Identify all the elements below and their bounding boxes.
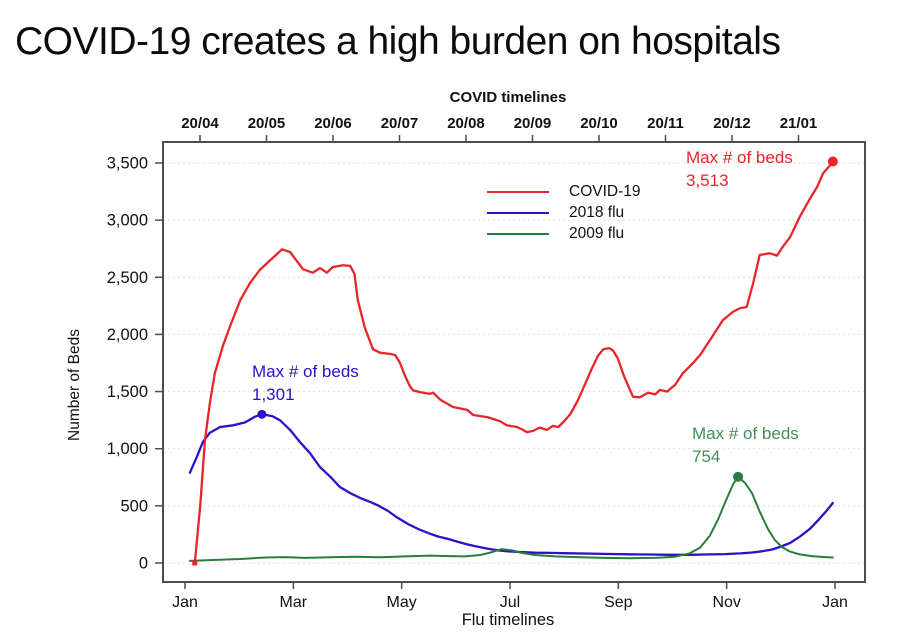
covid-tick-label: 20/06	[314, 115, 352, 132]
annotation-2018-flu-max-value: 1,301	[252, 384, 295, 404]
series-line-covid-19	[193, 160, 834, 565]
y-tick-label: 3,000	[107, 212, 148, 230]
legend-label-covid-19: COVID-19	[569, 182, 641, 200]
covid-tick-label: 20/08	[447, 115, 485, 132]
flu-tick-label: May	[387, 594, 417, 611]
marker-2009-flu	[733, 471, 744, 482]
flu-tick-label: Jan	[172, 594, 198, 611]
covid-tick-label: 20/11	[647, 115, 684, 132]
covid-tick-label: 20/04	[181, 115, 219, 132]
covid-tick-label: 20/05	[248, 115, 286, 132]
y-axis-title: Number of Beds	[66, 329, 83, 441]
legend-item-covid-19: COVID-19	[487, 181, 641, 202]
y-tick-label: 1,000	[107, 440, 148, 458]
flu-axis-title: Flu timelines	[461, 611, 555, 629]
legend-item-2009-flu: 2009 flu	[487, 223, 641, 244]
flu-tick-label: Nov	[712, 594, 740, 611]
legend-line-covid-19	[487, 190, 549, 193]
annotation-2018-flu-max-label: Max # of beds	[252, 362, 359, 381]
series-line-2009-flu	[188, 475, 834, 562]
covid-tick-label: 20/07	[381, 115, 419, 132]
annotation-2018-flu-max: Max # of beds 1,301	[252, 361, 359, 407]
legend-item-2018-flu: 2018 flu	[487, 202, 641, 223]
covid-tick-label: 20/09	[514, 115, 552, 132]
y-tick-label: 2,500	[107, 269, 148, 287]
plot-frame	[162, 141, 866, 583]
legend-line-2018-flu	[487, 211, 549, 214]
page-title: COVID-19 creates a high burden on hospit…	[15, 20, 781, 63]
annotation-covid-max-label: Max # of beds	[686, 148, 793, 167]
marker-covid-19	[827, 156, 838, 167]
y-tick-label: 0	[139, 555, 148, 573]
covid-axis-title: COVID timelines	[449, 89, 567, 106]
series-line-2018-flu	[188, 413, 834, 556]
annotation-2009-flu-max-label: Max # of beds	[692, 424, 799, 443]
legend-label-2018-flu: 2018 flu	[569, 203, 625, 221]
legend-line-2009-flu	[487, 232, 549, 235]
annotation-covid-max: Max # of beds 3,513	[686, 147, 793, 193]
marker-2018-flu	[257, 409, 267, 419]
annotation-2009-flu-max: Max # of beds 754	[692, 423, 799, 469]
legend-label-2009-flu: 2009 flu	[569, 224, 625, 242]
covid-tick-label: 20/12	[713, 115, 751, 132]
flu-tick-label: Jan	[822, 594, 848, 611]
covid-tick-label: 21/01	[780, 115, 818, 132]
flu-tick-label: Jul	[500, 594, 520, 611]
marker-covid-19	[192, 560, 198, 566]
y-tick-label: 1,500	[107, 383, 148, 401]
y-tick-label: 2,000	[107, 326, 148, 344]
covid-tick-label: 20/10	[580, 115, 618, 132]
flu-tick-label: Sep	[604, 594, 633, 611]
flu-tick-label: Mar	[280, 594, 308, 611]
y-tick-label: 500	[120, 497, 148, 515]
y-tick-label: 3,500	[107, 155, 148, 173]
legend: COVID-19 2018 flu 2009 flu	[487, 181, 641, 244]
annotation-2009-flu-max-value: 754	[692, 446, 721, 466]
annotation-covid-max-value: 3,513	[686, 170, 729, 190]
